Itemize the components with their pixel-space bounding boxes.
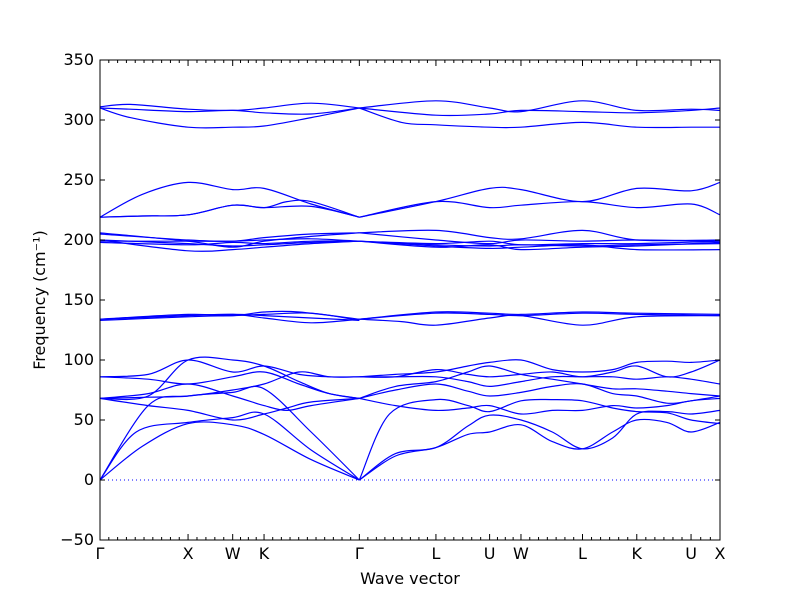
x-tick-label-7: W <box>513 544 529 563</box>
band-0 <box>100 421 360 481</box>
band-8 <box>100 371 360 399</box>
x-tick-label-3: K <box>259 544 270 563</box>
x-tick-label-9: K <box>632 544 643 563</box>
band-31 <box>359 229 720 242</box>
band-47 <box>359 107 720 129</box>
x-axis-label: Wave vector <box>360 569 460 588</box>
y-tick-label: 0 <box>84 470 94 489</box>
band-11 <box>358 398 720 481</box>
x-tick-label-11: X <box>715 544 726 563</box>
y-tick-label: −50 <box>60 530 94 549</box>
band-14 <box>359 365 720 399</box>
band-41 <box>359 200 720 218</box>
y-axis-label: Frequency (cm⁻¹) <box>30 230 49 369</box>
band-1 <box>100 411 360 481</box>
band-6 <box>100 371 360 399</box>
band-24 <box>359 314 720 326</box>
band-32 <box>359 232 720 245</box>
x-tick-label-1: X <box>183 544 194 563</box>
band-37 <box>100 181 360 218</box>
y-tick-label: 100 <box>63 350 94 369</box>
band-29 <box>100 238 360 242</box>
band-27 <box>100 239 360 247</box>
y-tick-label: 350 <box>63 50 94 69</box>
band-40 <box>359 181 720 218</box>
band-12 <box>359 397 720 415</box>
x-tick-label-0: Γ <box>96 544 105 563</box>
band-43 <box>100 107 360 115</box>
x-tick-label-2: W <box>225 544 241 563</box>
band-21 <box>100 313 360 324</box>
x-tick-label-8: L <box>578 544 587 563</box>
band-46 <box>359 107 720 117</box>
band-9 <box>358 418 720 481</box>
band-10 <box>358 409 720 481</box>
band-3 <box>100 397 360 421</box>
band-13 <box>359 383 720 404</box>
band-20 <box>100 310 360 320</box>
x-tick-label-4: Γ <box>355 544 364 563</box>
band-35 <box>359 240 720 251</box>
y-tick-label: 200 <box>63 230 94 249</box>
y-tick-label: 300 <box>63 110 94 129</box>
x-tick-label-6: U <box>484 544 496 563</box>
band-17 <box>359 359 720 378</box>
band-34 <box>359 240 720 251</box>
x-tick-label-5: L <box>431 544 440 563</box>
y-tick-label: 50 <box>74 410 94 429</box>
band-16 <box>359 359 720 378</box>
band-44 <box>100 107 360 129</box>
band-2 <box>100 385 360 481</box>
band-39 <box>100 199 360 218</box>
x-tick-label-10: U <box>685 544 697 563</box>
band-28 <box>100 239 360 252</box>
band-7 <box>100 359 360 378</box>
y-tick-label: 250 <box>63 170 94 189</box>
y-tick-label: 150 <box>63 290 94 309</box>
band-4 <box>100 383 360 412</box>
band-30 <box>100 240 360 246</box>
band-45 <box>359 100 720 113</box>
band-26 <box>100 232 360 242</box>
band-36 <box>359 240 720 247</box>
plot-frame <box>99 59 721 541</box>
band-22 <box>359 311 720 320</box>
band-15 <box>359 375 720 388</box>
